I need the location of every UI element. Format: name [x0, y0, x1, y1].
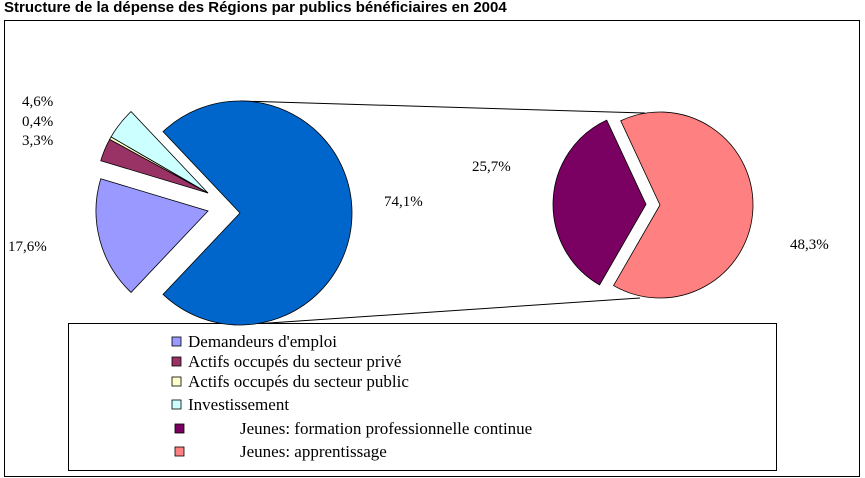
- legend-swatch: [171, 356, 182, 367]
- legend-label: Actifs occupés du secteur public: [188, 372, 409, 391]
- data-label: 17,6%: [8, 239, 47, 255]
- legend-swatch: [174, 446, 185, 457]
- legend-swatch: [174, 423, 185, 434]
- data-label: 74,1%: [384, 194, 423, 210]
- data-label: 0,4%: [22, 114, 53, 130]
- legend-swatch: [171, 376, 182, 387]
- legend-label: Demandeurs d'emploi: [188, 332, 337, 351]
- data-label: 4,6%: [22, 94, 53, 110]
- legend-swatch: [171, 336, 182, 347]
- data-label: 3,3%: [22, 133, 53, 149]
- data-label: 48,3%: [790, 237, 829, 253]
- pie-slice: [552, 119, 647, 286]
- pie-slice: [110, 111, 209, 194]
- pie-slice: [612, 111, 754, 299]
- legend: [68, 323, 777, 471]
- legend-label: Jeunes: apprentissage: [240, 442, 387, 461]
- legend-label: Investissement: [188, 395, 289, 414]
- connector: [239, 100, 646, 114]
- pie-slice: [162, 100, 353, 326]
- chart-title: Structure de la dépense des Régions par …: [4, 0, 507, 16]
- pie-slice: [95, 178, 209, 293]
- legend-label: Actifs occupés du secteur privé: [188, 352, 401, 371]
- connector: [239, 297, 641, 326]
- data-label: 25,7%: [472, 159, 511, 175]
- legend-swatch: [171, 399, 182, 410]
- legend-label: Jeunes: formation professionnelle contin…: [240, 419, 532, 438]
